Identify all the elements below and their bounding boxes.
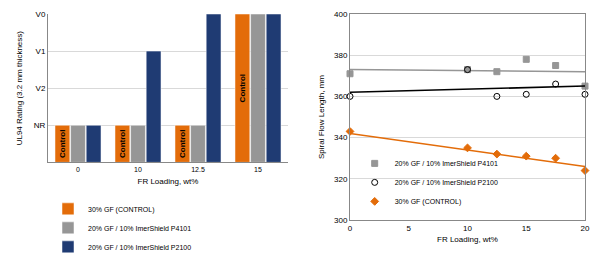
svg-text:Control: Control	[178, 130, 187, 158]
svg-text:NR: NR	[34, 121, 46, 130]
svg-text:10: 10	[134, 166, 142, 173]
svg-text:20% GF / 10% ImerShield P4101: 20% GF / 10% ImerShield P4101	[88, 225, 191, 232]
svg-text:30% GF (CONTROL): 30% GF (CONTROL)	[88, 206, 155, 214]
svg-text:15: 15	[254, 166, 262, 173]
svg-text:360: 360	[334, 92, 348, 101]
svg-text:5: 5	[407, 224, 412, 233]
svg-text:V0: V0	[36, 10, 46, 19]
svg-text:340: 340	[334, 133, 348, 142]
svg-text:20% GF / 10% ImerShield P4101: 20% GF / 10% ImerShield P4101	[395, 160, 498, 167]
svg-text:0: 0	[348, 224, 353, 233]
svg-text:15: 15	[522, 224, 531, 233]
svg-text:FR Loading, wt%: FR Loading, wt%	[437, 235, 498, 244]
svg-text:12.5: 12.5	[191, 166, 205, 173]
svg-text:300: 300	[334, 216, 348, 225]
svg-text:Spiral Flow Length, mm: Spiral Flow Length, mm	[317, 75, 326, 159]
svg-text:V2: V2	[36, 84, 46, 93]
svg-text:UL94 Rating (3.2 mm thickness): UL94 Rating (3.2 mm thickness)	[15, 31, 24, 146]
svg-text:380: 380	[334, 51, 348, 60]
svg-text:30% GF (CONTROL): 30% GF (CONTROL)	[395, 198, 462, 206]
svg-text:20% GF / 10% ImerShield P2100: 20% GF / 10% ImerShield P2100	[395, 179, 498, 186]
svg-text:V1: V1	[36, 47, 46, 56]
svg-text:400: 400	[334, 10, 348, 19]
svg-text:320: 320	[334, 175, 348, 184]
svg-text:20: 20	[581, 224, 590, 233]
svg-text:Control: Control	[58, 130, 67, 158]
svg-text:10: 10	[463, 224, 472, 233]
svg-text:Control: Control	[118, 130, 127, 158]
svg-text:20% GF / 10% ImerShield P2100: 20% GF / 10% ImerShield P2100	[88, 244, 191, 251]
svg-text:FR Loading, wt%: FR Loading, wt%	[138, 177, 199, 186]
svg-text:0: 0	[76, 166, 80, 173]
svg-text:Control: Control	[238, 74, 247, 102]
